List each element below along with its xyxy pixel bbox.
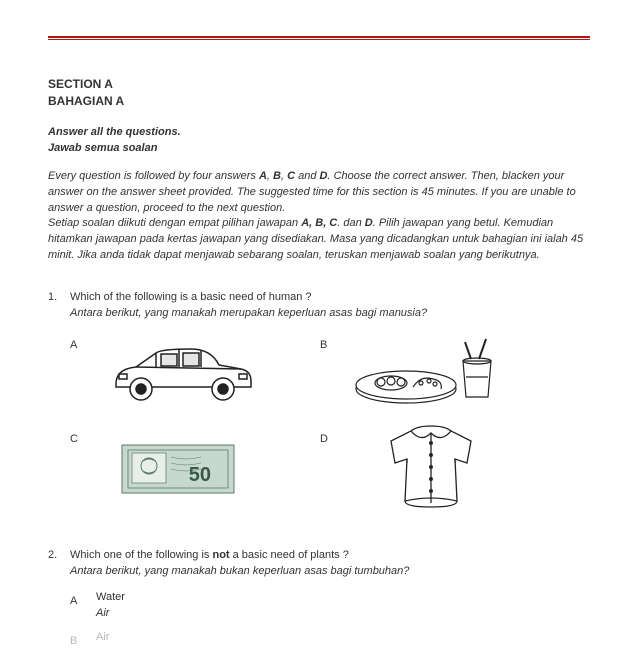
money-value: 50 [189,464,211,486]
opt-c-bold: C [287,170,295,182]
section-title-en: SECTION A [48,76,590,93]
q1-options: A [70,334,590,522]
instr-en-pre: Every question is followed by four answe… [48,170,259,182]
section-heading: SECTION A BAHAGIAN A [48,76,590,111]
answer-all-en: Answer all the questions. [48,125,590,141]
q1-opt-b-letter: B [320,334,346,354]
q2-opt-a-en: Water [96,590,125,606]
answer-all-ms: Jawab semua soalan [48,141,590,157]
q2-text-en: Which one of the following is not a basi… [70,548,409,564]
q1-option-a[interactable]: A [70,334,320,414]
blouse-icon [346,428,516,508]
q1-text-ms: Antara berikut, yang manakah merupakan k… [70,306,427,322]
q1-option-c[interactable]: C 50 [70,428,320,508]
q2-option-b[interactable]: B Air [70,630,590,650]
food-drink-icon [346,334,516,414]
q2-opt-a-ms: Air [96,606,125,622]
q2-opt-b-en: Air [96,630,109,646]
q1-opt-d-letter: D [320,428,346,448]
q2-number: 2. [48,548,70,580]
question-2: 2. Which one of the following is not a b… [48,548,590,650]
q1-text-en: Which of the following is a basic need o… [70,290,427,306]
q1-opt-a-letter: A [70,334,96,354]
q1-option-d[interactable]: D [320,428,570,508]
instruction-paragraph: Every question is followed by four answe… [48,169,590,265]
question-1: 1. Which of the following is a basic nee… [48,290,590,522]
q2-options: A Water Air B Air [70,590,590,650]
opt-a-bold: A [259,170,267,182]
q2-text-ms: Antara berikut, yang manakah bukan keper… [70,564,409,580]
section-title-ms: BAHAGIAN A [48,93,590,110]
opt-b-bold: B [273,170,281,182]
q1-opt-c-letter: C [70,428,96,448]
instruction-block: Answer all the questions. Jawab semua so… [48,125,590,265]
q1-option-b[interactable]: B [320,334,570,414]
q2-opt-a-letter: A [70,590,96,622]
money-icon: 50 [96,428,266,508]
car-icon [96,334,266,414]
double-rule [48,36,590,40]
q2-opt-b-letter: B [70,630,96,650]
q2-option-a[interactable]: A Water Air [70,590,590,622]
instr-ms-pre: Setiap soalan diikuti dengan empat pilih… [48,217,301,229]
q1-number: 1. [48,290,70,322]
